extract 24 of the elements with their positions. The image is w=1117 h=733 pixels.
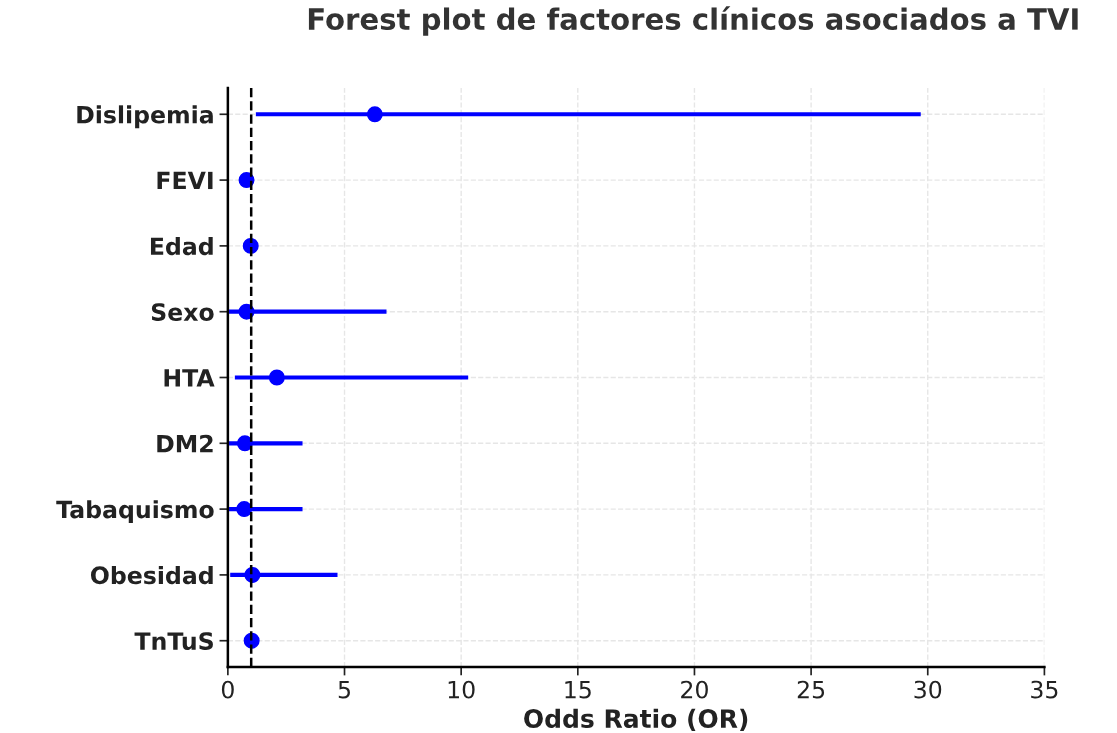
x-tick-label: 25: [797, 680, 825, 699]
x-tick-label: 20: [681, 680, 708, 699]
x-tick-label: 0: [221, 680, 234, 699]
y-tick-label: Tabaquismo: [56, 500, 214, 523]
x-tick-label: 30: [914, 680, 942, 699]
x-tick-label: 5: [338, 680, 350, 699]
point: [236, 501, 253, 518]
y-tick-label: Edad: [150, 236, 213, 256]
x-tick-label: 10: [448, 680, 475, 699]
y-tick-label: TnTuS: [134, 632, 213, 651]
point: [268, 369, 285, 386]
x-axis-title: Odds Ratio (OR): [524, 708, 748, 731]
x-tick-label: 15: [565, 680, 591, 699]
y-tick-label: Sexo: [151, 303, 214, 321]
y-tick-label: HTA: [164, 369, 215, 387]
x-tick-label: 35: [1031, 680, 1058, 699]
y-tick-label: DM2: [157, 434, 213, 453]
y-tick-label: Obesidad: [90, 565, 213, 585]
point: [238, 172, 255, 189]
y-tick-label: Dislipemia: [77, 105, 213, 129]
chart-title: Forest plot de factores clínicos asociados a TVI: [308, 6, 1078, 36]
point: [366, 106, 383, 123]
y-tick-label: FEVI: [157, 171, 213, 190]
point: [236, 435, 253, 452]
